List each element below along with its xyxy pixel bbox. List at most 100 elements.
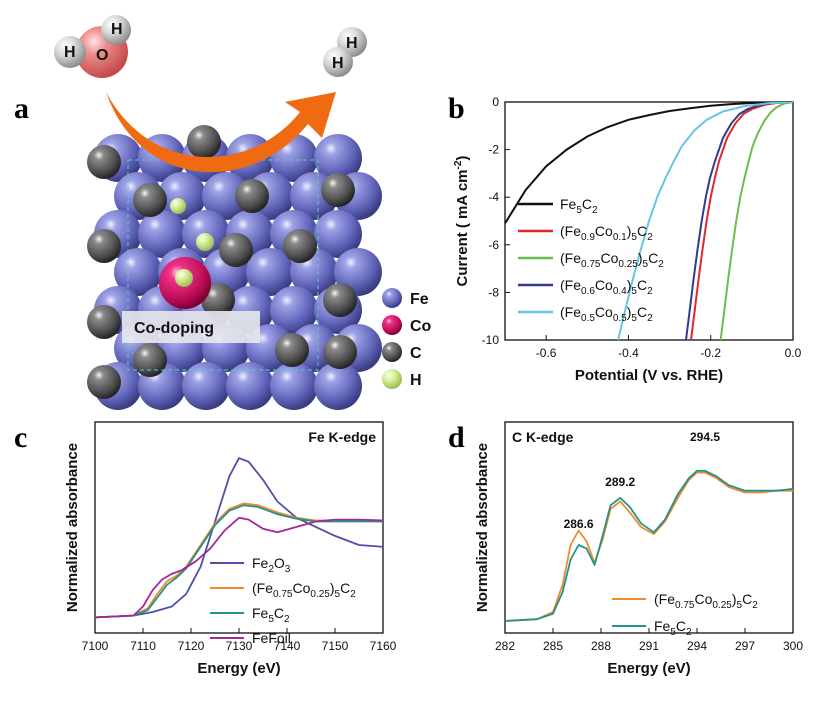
atom-legend-swatch <box>382 369 402 389</box>
fe-atom <box>158 172 206 220</box>
series-line <box>617 102 793 340</box>
x-tick-label: 7150 <box>322 639 349 653</box>
peak-label: 294.5 <box>690 430 720 444</box>
edge-annotation: C K-edge <box>512 429 574 445</box>
x-tick-label: -0.4 <box>618 346 639 360</box>
h2-label-top: H <box>346 35 358 52</box>
series-line <box>719 102 793 340</box>
polarization-chart: -0.6 -0.4 -0.2 0.0 Potential (V vs. RHE) 0 -2 -… <box>453 95 802 384</box>
water-molecule: H O H <box>54 15 131 78</box>
c-atom <box>133 343 167 377</box>
atom-legend-label: H <box>410 372 422 389</box>
series-line <box>94 504 383 619</box>
water-h-label-top: H <box>111 21 123 38</box>
panel-d: d 282 285 288 291 294 297 300 Energy (eV) Normal… <box>448 421 803 677</box>
x-tick-label: 7160 <box>370 639 397 653</box>
c-atom <box>87 229 121 263</box>
panel-label-a: a <box>14 92 29 125</box>
legend-label: (Fe0.75Co0.25)5C2 <box>252 580 356 600</box>
y-axis-label: Current ( mA cm-2) <box>453 156 471 287</box>
legend-label: (Fe0.6Co0.4)5C2 <box>560 277 653 297</box>
peak-label: 289.2 <box>605 475 635 489</box>
y-tick-label: -4 <box>488 190 499 204</box>
plot-frame <box>504 101 794 341</box>
h2-atom-bottom <box>323 47 353 77</box>
x-tick-label: 7140 <box>274 639 301 653</box>
crystal-slab <box>87 125 382 410</box>
x-tick-label: 288 <box>591 639 611 653</box>
atom-legend-label: Fe <box>410 291 429 308</box>
x-tick-label: 7130 <box>226 639 253 653</box>
fe-atom <box>226 362 274 410</box>
peak-label: 286.6 <box>564 517 594 531</box>
hydrogen-atom-top <box>101 15 131 45</box>
c-atom <box>275 333 309 367</box>
c-atom <box>87 365 121 399</box>
x-tick-label: 7100 <box>82 639 109 653</box>
atom-legend: Fe Co CH <box>382 288 432 389</box>
y-tick-label: -6 <box>488 238 499 252</box>
atom-legend-swatch <box>382 342 402 362</box>
series-line <box>690 102 793 340</box>
series-line <box>505 102 793 224</box>
adsorbed-h-atom <box>196 233 214 251</box>
atom-legend-swatch <box>382 288 402 308</box>
x-tick-label: 7110 <box>130 639 156 653</box>
atom-legend-swatch <box>382 315 402 335</box>
x-tick-label: -0.6 <box>536 346 557 360</box>
h2-label-bottom: H <box>332 55 344 72</box>
c-atom <box>235 179 269 213</box>
fe-atom <box>182 362 230 410</box>
y-axis-label: Normalized absorbance <box>474 443 491 612</box>
legend-label: (Fe0.5Co0.5)5C2 <box>560 304 653 324</box>
y-axis-label: Normalized absorbance <box>64 443 81 612</box>
fe-atom <box>138 210 186 258</box>
legend-label: Fe5C2 <box>560 196 598 216</box>
c-atom <box>133 183 167 217</box>
panel-a: a H O H H H Co-doping <box>14 15 432 410</box>
c-atom <box>323 335 357 369</box>
x-tick-label: 285 <box>543 639 563 653</box>
legend-label: (Fe0.75Co0.25)5C2 <box>654 591 758 611</box>
y-tick-label: -10 <box>482 333 500 347</box>
c-atom <box>187 125 221 159</box>
x-tick-label: 297 <box>735 639 755 653</box>
legend-label: Fe2O3 <box>252 555 291 575</box>
codoping-label: Co-doping <box>134 320 214 337</box>
fe-atom <box>202 172 250 220</box>
x-tick-label: 0.0 <box>785 346 802 360</box>
x-tick-label: -0.2 <box>700 346 721 360</box>
legend-label: (Fe0.75Co0.25)5C2 <box>560 250 664 270</box>
x-axis-label: Energy (eV) <box>607 660 690 677</box>
c-atom <box>87 305 121 339</box>
x-tick-label: 294 <box>687 639 707 653</box>
fe-atom <box>314 362 362 410</box>
y-tick-label: -8 <box>488 285 499 299</box>
x-tick-label: 291 <box>639 639 659 653</box>
x-axis-label: Potential (V vs. RHE) <box>575 367 723 384</box>
hydrogen-atom-left <box>54 36 86 68</box>
edge-annotation: Fe K-edge <box>308 429 376 445</box>
c-kedge-chart: 282 285 288 291 294 297 300 Energy (eV) Normaliz… <box>474 421 803 677</box>
adsorbed-h-atom <box>170 198 186 214</box>
hydrogen-molecule: H H <box>323 27 367 77</box>
series-line <box>504 471 793 622</box>
panel-label-d: d <box>448 421 465 454</box>
series-line <box>94 457 384 619</box>
c-atom <box>283 229 317 263</box>
series-line <box>94 516 384 619</box>
c-atom <box>323 283 357 317</box>
c-atom <box>87 145 121 179</box>
x-axis-label: Energy (eV) <box>197 660 280 677</box>
c-atom <box>219 233 253 267</box>
legend-label: Fe5C2 <box>252 605 290 625</box>
fe-atom <box>246 248 294 296</box>
series-line <box>504 469 794 622</box>
fe-atom <box>270 362 318 410</box>
adsorbed-h-on-co <box>175 269 193 287</box>
fe-atom <box>314 210 362 258</box>
panel-label-c: c <box>14 421 27 454</box>
fe-kedge-chart: 7100 7110 7120 7130 7140 7150 7160 Energy (eV) N… <box>64 421 397 677</box>
